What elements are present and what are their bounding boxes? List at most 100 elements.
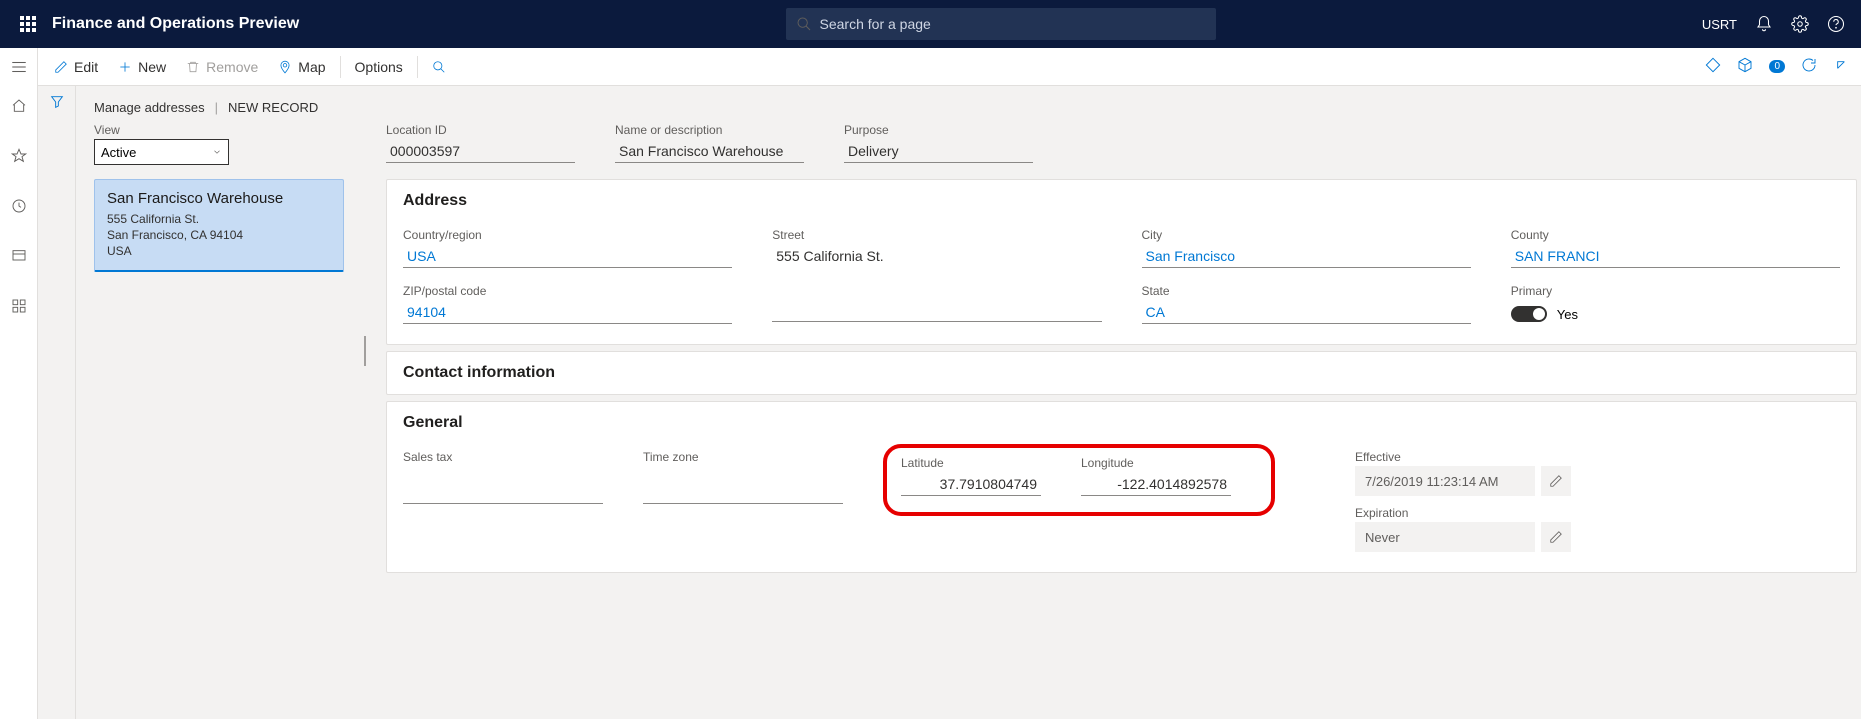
latitude-field[interactable] [901,472,1041,496]
settings-icon[interactable] [1791,15,1809,33]
view-label: View [94,123,344,137]
help-icon[interactable] [1827,15,1845,33]
action-search[interactable] [422,48,456,85]
card-title: San Francisco Warehouse [107,190,331,207]
star-icon [11,148,27,164]
topbar: Finance and Operations Preview USRT [0,0,1861,48]
contact-section-header[interactable]: Contact information [387,352,1856,394]
rail-home[interactable] [0,90,37,122]
country-label: Country/region [403,228,732,242]
breadcrumb-page[interactable]: Manage addresses [94,100,205,115]
search-icon [432,60,446,74]
location-id-field[interactable] [386,139,575,163]
global-search[interactable] [786,8,1216,40]
effective-label: Effective [1355,450,1571,464]
map-button[interactable]: Map [268,48,335,85]
options-button[interactable]: Options [345,48,413,85]
rail-favorites[interactable] [0,140,37,172]
left-nav-rail [0,86,38,719]
list-column: View Active San Francisco Warehouse 555 … [94,123,344,579]
view-select[interactable]: Active [94,139,229,165]
zip-field[interactable] [403,300,732,324]
messages-badge[interactable]: 0 [1769,60,1785,73]
app-launcher[interactable] [8,0,48,48]
remove-label: Remove [206,59,258,75]
breadcrumb-record: NEW RECORD [228,100,318,115]
salestax-field[interactable] [403,480,603,504]
filter-column [38,86,76,719]
pencil-icon [1549,474,1563,488]
workspace-icon [11,248,27,264]
primary-toggle[interactable] [1511,306,1547,322]
primary-label: Primary [1511,284,1840,298]
address-section-title: Address [403,192,467,210]
timezone-label: Time zone [643,450,843,464]
address-card[interactable]: San Francisco Warehouse 555 California S… [94,179,344,272]
general-section: General Sales tax Time zone [386,401,1857,573]
edit-icon [54,60,68,74]
street-label: Street [772,228,1101,242]
street-field-2[interactable] [772,298,1101,322]
street-field[interactable] [772,244,1101,267]
state-field[interactable] [1142,300,1471,324]
chevron-down-icon [212,147,222,157]
notifications-icon[interactable] [1755,15,1773,33]
edit-button[interactable]: Edit [44,48,108,85]
package-icon[interactable] [1737,57,1753,76]
name-field[interactable] [615,139,804,163]
longitude-field[interactable] [1081,472,1231,496]
filter-icon[interactable] [49,94,65,719]
effective-edit-button[interactable] [1541,466,1571,496]
expiration-edit-button[interactable] [1541,522,1571,552]
pencil-icon [1549,530,1563,544]
search-icon [796,16,812,32]
salestax-label: Sales tax [403,450,603,464]
modules-icon [11,298,27,314]
expiration-label: Expiration [1355,506,1571,520]
breadcrumb-sep: | [215,100,218,115]
refresh-icon[interactable] [1801,57,1817,76]
rail-modules[interactable] [0,290,37,322]
trash-icon [186,60,200,74]
contact-section-title: Contact information [403,364,555,382]
popout-icon[interactable] [1833,57,1849,76]
plus-icon [118,60,132,74]
purpose-field[interactable] [844,139,1033,163]
purpose-label: Purpose [844,123,1033,137]
longitude-label: Longitude [1081,456,1231,470]
general-section-title: General [403,414,463,432]
map-label: Map [298,59,325,75]
company-code[interactable]: USRT [1702,17,1737,32]
country-field[interactable] [403,244,732,268]
county-field[interactable] [1511,244,1840,268]
rail-workspaces[interactable] [0,240,37,272]
address-section-header[interactable]: Address [387,180,1856,222]
breadcrumb: Manage addresses | NEW RECORD [94,100,1861,115]
timezone-field[interactable] [643,480,843,504]
effective-field [1355,466,1535,496]
diamond-icon[interactable] [1705,57,1721,76]
hamburger-icon[interactable] [10,58,28,86]
city-field[interactable] [1142,244,1471,268]
app-title: Finance and Operations Preview [52,15,299,33]
card-line3: USA [107,243,331,259]
clock-icon [11,198,27,214]
edit-label: Edit [74,59,98,75]
global-search-input[interactable] [820,16,1206,32]
city-label: City [1142,228,1471,242]
view-value: Active [101,145,136,160]
expiration-field [1355,522,1535,552]
name-label: Name or description [615,123,804,137]
primary-value: Yes [1557,307,1578,322]
rail-recent[interactable] [0,190,37,222]
home-icon [11,98,27,114]
address-section: Address Country/region Street City Count… [386,179,1857,345]
splitter[interactable] [362,123,368,579]
action-bar: Edit New Remove Map Options 0 [38,48,1861,86]
remove-button[interactable]: Remove [176,48,268,85]
general-section-header[interactable]: General [387,402,1856,444]
state-label: State [1142,284,1471,298]
zip-label: ZIP/postal code [403,284,732,298]
options-label: Options [355,59,403,75]
new-button[interactable]: New [108,48,176,85]
